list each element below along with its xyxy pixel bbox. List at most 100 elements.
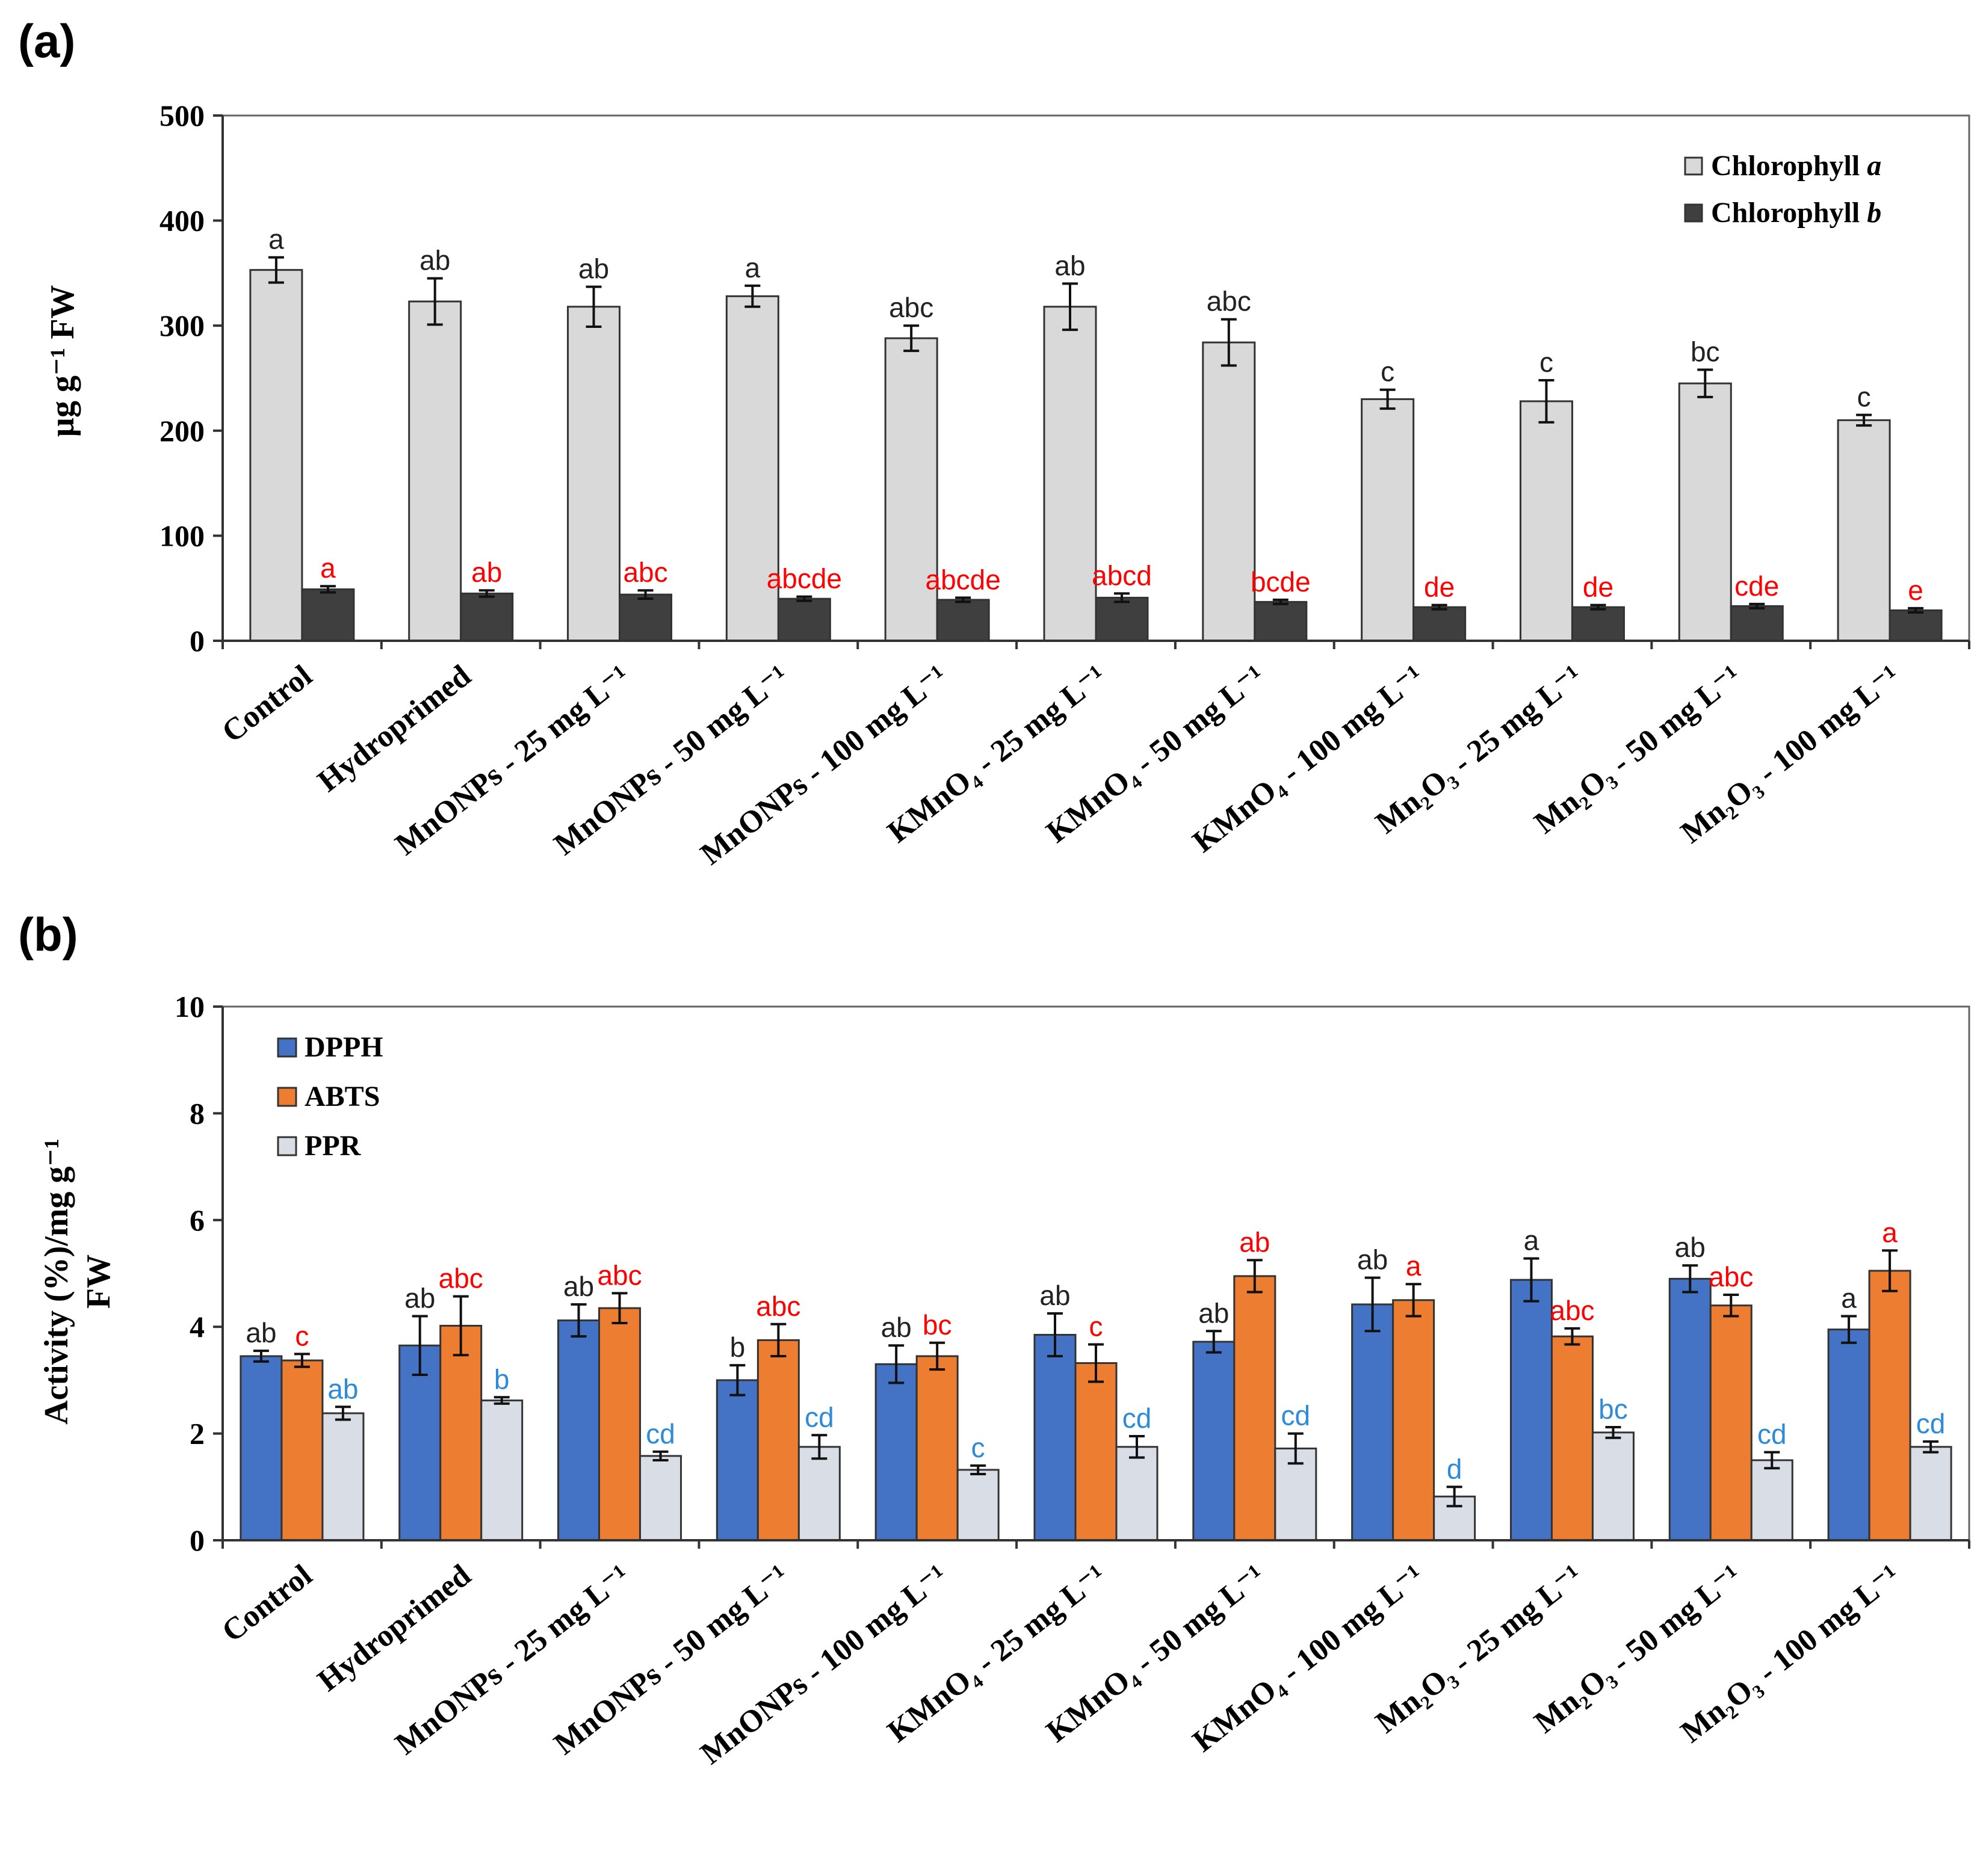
panel-b-y-tick-label: 2 bbox=[190, 1417, 205, 1451]
panel-a-bar-chlorophyll-a bbox=[567, 306, 621, 642]
panel-b-bar-dpph bbox=[874, 1363, 918, 1541]
legend-swatch-ppr bbox=[277, 1136, 297, 1156]
panel-b-significance-letter: abc bbox=[756, 1291, 800, 1322]
panel-b-bar-ppr bbox=[1115, 1446, 1159, 1541]
panel-a-significance-letter: abc bbox=[623, 557, 667, 588]
panel-b-bar-dpph bbox=[1668, 1277, 1712, 1541]
panel-b-significance-letter: ab bbox=[246, 1317, 276, 1348]
panel-a-significance-letter: e bbox=[1908, 575, 1923, 606]
panel-b-y-tick-label: 10 bbox=[175, 990, 205, 1023]
panel-a-bar-chlorophyll-a bbox=[1519, 400, 1573, 642]
panel-b-significance-letter: cd bbox=[1281, 1400, 1311, 1431]
panel-a-significance-letter: abcde bbox=[926, 564, 1001, 595]
panel-a-y-tick-label: 0 bbox=[190, 624, 205, 658]
panel-a-significance-letter: bc bbox=[1691, 336, 1720, 368]
panel-b-bar-dpph bbox=[240, 1355, 283, 1541]
panel-b-bar-abts bbox=[598, 1307, 642, 1541]
panel-a-bar-chlorophyll-b bbox=[1412, 606, 1467, 642]
legend-label-ppr: PPR bbox=[305, 1130, 362, 1162]
panel-b-bar-ppr bbox=[321, 1412, 365, 1541]
panel-b-bar-abts bbox=[1392, 1299, 1435, 1541]
panel-b-significance-letter: a bbox=[1841, 1282, 1857, 1313]
panel-a-y-tick-label: 200 bbox=[159, 414, 205, 448]
panel-b-bar-abts bbox=[439, 1324, 483, 1541]
panel-b-category-label: Control bbox=[215, 1558, 318, 1649]
panel-b-bar-dpph bbox=[1351, 1303, 1394, 1541]
legend-swatch-chlorophyll-a bbox=[1684, 156, 1703, 176]
panel-b-significance-letter: cd bbox=[1757, 1419, 1787, 1450]
panel-b-significance-letter: bc bbox=[923, 1309, 952, 1341]
panel-b-legend: DPPH ABTS PPR bbox=[277, 1031, 383, 1162]
panel-a-bar-chlorophyll-b bbox=[301, 588, 355, 642]
panel-b-significance-letter: ab bbox=[563, 1271, 594, 1302]
panel-a-significance-letter: de bbox=[1424, 572, 1455, 603]
panel-b-significance-letter: ab bbox=[1675, 1232, 1706, 1263]
panel-b-significance-letter: abc bbox=[597, 1259, 642, 1291]
panel-b-significance-letter: a bbox=[1406, 1250, 1422, 1282]
panel-a-bar-chlorophyll-a bbox=[1361, 398, 1415, 642]
panel-b-significance-letter: ab bbox=[1239, 1226, 1270, 1257]
panel-b-bar-abts bbox=[1550, 1335, 1594, 1541]
panel-b-significance-letter: cd bbox=[1916, 1408, 1946, 1439]
panel-b-significance-letter: ab bbox=[881, 1312, 912, 1343]
panel-b-significance-letter: ab bbox=[327, 1373, 358, 1404]
panel-b-chart: (b) Activity (%)/mg g⁻¹ FW ab cabababcbab… bbox=[18, 908, 1970, 1771]
panel-a-category-label: Control bbox=[215, 659, 318, 750]
panel-a-y-tick-label: 500 bbox=[159, 99, 205, 132]
panel-b-bar-abts bbox=[1709, 1304, 1753, 1541]
legend-swatch-abts bbox=[277, 1087, 297, 1107]
panel-b-y-tick-label: 6 bbox=[190, 1203, 205, 1237]
panel-a-significance-letter: ab bbox=[419, 245, 450, 276]
panel-b-significance-letter: cd bbox=[1122, 1402, 1152, 1434]
panel-b-significance-letter: cd bbox=[805, 1401, 834, 1433]
legend-label-abts: ABTS bbox=[305, 1081, 380, 1112]
panel-b-category-label: Hydroprimed bbox=[311, 1558, 477, 1698]
panel-b-bar-abts bbox=[1868, 1270, 1911, 1541]
panel-b-bar-dpph bbox=[557, 1319, 601, 1541]
panel-b-significance-letter: c bbox=[295, 1320, 309, 1351]
panel-a-legend: Chlorophyll a Chlorophyll b bbox=[1684, 150, 1881, 229]
panel-b-significance-letter: ab bbox=[1039, 1280, 1070, 1311]
legend-label-chlorophyll-b: Chlorophyll b bbox=[1711, 197, 1881, 229]
panel-a-bar-chlorophyll-a bbox=[1678, 382, 1732, 642]
panel-a-significance-letter: ab bbox=[471, 557, 502, 588]
panel-b-bar-dpph bbox=[1827, 1328, 1870, 1541]
panel-b-significance-letter: a bbox=[1524, 1225, 1539, 1256]
panel-a-bar-chlorophyll-b bbox=[1095, 596, 1149, 642]
panel-b-bar-ppr bbox=[1909, 1446, 1952, 1541]
panel-a-label: (a) bbox=[18, 14, 75, 67]
panel-b-significance-letter: d bbox=[1447, 1453, 1462, 1484]
panel-b-bar-dpph bbox=[1033, 1334, 1077, 1541]
panel-b-significance-letter: abc bbox=[1709, 1261, 1753, 1292]
panel-a-significance-letter: abc bbox=[1207, 286, 1251, 317]
panel-a-significance-letter: abc bbox=[889, 292, 933, 323]
panel-b-y-tick-label: 4 bbox=[190, 1310, 205, 1344]
panel-b-bar-ppr bbox=[956, 1469, 1000, 1541]
panel-a-chart: (a) µg g⁻¹ FW aaababababcaabcdeabcabcdea… bbox=[18, 14, 1970, 872]
panel-b-bar-ppr bbox=[1591, 1431, 1635, 1541]
panel-a-bar-chlorophyll-b bbox=[1254, 600, 1308, 642]
panel-a-bar-chlorophyll-b bbox=[1571, 606, 1625, 642]
panel-a-bar-chlorophyll-a bbox=[1202, 341, 1256, 642]
panel-a-bar-chlorophyll-a bbox=[1043, 306, 1097, 642]
panel-a-y-tick-label: 100 bbox=[159, 519, 205, 552]
panel-b-bar-abts bbox=[915, 1355, 959, 1541]
panel-a-bar-chlorophyll-a bbox=[408, 300, 462, 642]
panel-a-significance-letter: ab bbox=[1054, 250, 1085, 281]
legend-label-dpph: DPPH bbox=[305, 1031, 383, 1063]
panel-a-bar-chlorophyll-b bbox=[1889, 609, 1943, 642]
panel-b-bar-abts bbox=[756, 1339, 800, 1541]
panel-b-significance-letter: ab bbox=[1198, 1297, 1229, 1328]
panel-a-significance-letter: cde bbox=[1734, 570, 1779, 602]
panel-b-bar-abts bbox=[1233, 1275, 1276, 1541]
panel-a-category-label: Hydroprimed bbox=[311, 658, 477, 798]
panel-b-significance-letter: b bbox=[494, 1363, 510, 1395]
panel-a-significance-letter: abcde bbox=[767, 563, 842, 594]
panel-a-significance-letter: a bbox=[268, 224, 284, 255]
panel-b-significance-letter: abc bbox=[439, 1263, 483, 1294]
panel-b-bar-abts bbox=[1074, 1362, 1118, 1541]
panel-b-significance-letter: c bbox=[1089, 1310, 1103, 1342]
panel-a-significance-letter: a bbox=[320, 552, 336, 584]
panel-a-bar-chlorophyll-b bbox=[936, 599, 990, 642]
